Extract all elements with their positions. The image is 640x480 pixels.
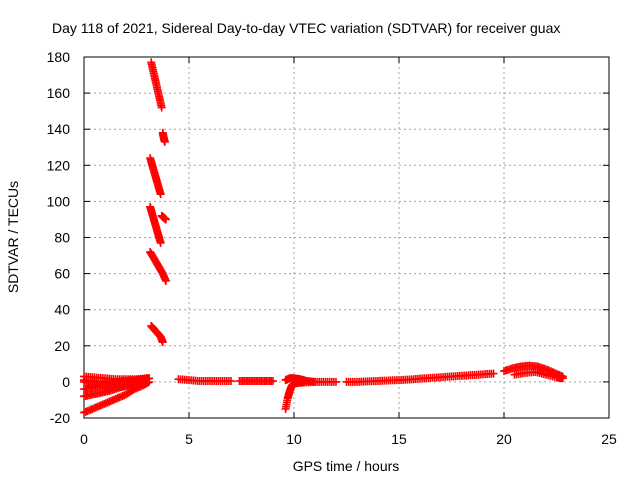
x-tick-label: 25	[601, 431, 617, 447]
plus-point	[156, 190, 165, 199]
plus-point	[158, 338, 167, 347]
data-points	[80, 58, 567, 417]
series-steep-5	[147, 321, 167, 347]
plus-point	[269, 376, 277, 385]
y-tick-label: 60	[54, 266, 70, 282]
x-tick-label: 15	[391, 431, 407, 447]
series-arc-f	[80, 376, 149, 392]
series-hump	[281, 374, 319, 386]
x-axis-label: GPS time / hours	[293, 458, 400, 474]
series-late-1	[342, 369, 498, 386]
series-steep-1	[147, 58, 166, 112]
series-late-3	[510, 367, 567, 383]
x-tick-label: 10	[286, 431, 302, 447]
y-tick-label: 120	[47, 157, 71, 173]
y-tick-label: 20	[54, 338, 70, 354]
plus-point	[332, 377, 340, 386]
plus-point	[227, 376, 235, 385]
grid	[84, 57, 609, 418]
chart-title: Day 118 of 2021, Sidereal Day-to-day VTE…	[52, 20, 560, 36]
plus-point	[311, 377, 319, 386]
series-dip	[281, 377, 340, 413]
plus-point	[558, 374, 567, 383]
y-axis-label: SDTVAR / TECUs	[5, 181, 21, 293]
series-steep-3b	[157, 211, 170, 224]
x-tick-label: 20	[496, 431, 512, 447]
y-tick-label: 80	[54, 230, 70, 246]
series-flat-1	[174, 375, 235, 385]
plus-point	[156, 238, 165, 247]
y-tick-label: 40	[54, 302, 70, 318]
plus-point	[140, 376, 149, 385]
series-steep-4	[146, 247, 170, 285]
x-tick-label: 0	[80, 431, 88, 447]
y-tick-label: 180	[47, 49, 71, 65]
series-steep-2	[146, 154, 165, 199]
plot-frame	[83, 56, 610, 419]
series-steep-3	[146, 202, 165, 247]
x-tick-label: 5	[185, 431, 193, 447]
y-tick-label: 140	[47, 121, 71, 137]
y-tick-label: 0	[62, 374, 70, 390]
series-flat-2	[235, 376, 277, 385]
y-tick-label: 100	[47, 193, 71, 209]
plus-point	[161, 215, 170, 224]
y-tick-label: 160	[47, 85, 71, 101]
series-steep-1b	[158, 128, 169, 146]
axis-ticks: 0 5 10 15 20 25 -20 0 20 40 60 80 100 120 140 160 180	[47, 49, 617, 447]
plus-point	[489, 369, 498, 378]
plus-point	[157, 103, 166, 112]
plus-point	[161, 276, 170, 285]
plus-point	[160, 137, 169, 146]
y-tick-label: -20	[50, 410, 70, 426]
